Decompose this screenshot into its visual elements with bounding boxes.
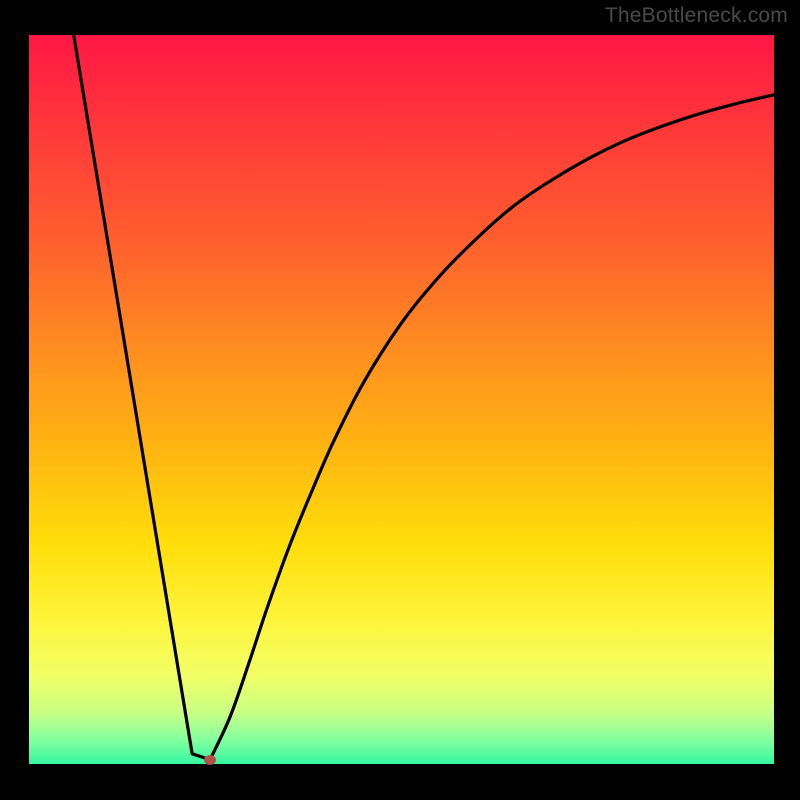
plot-area	[29, 35, 774, 764]
chart-frame	[29, 35, 774, 764]
optimal-point-marker	[204, 755, 216, 765]
watermark-text: TheBottleneck.com	[605, 4, 788, 28]
bottleneck-curve	[29, 35, 774, 764]
